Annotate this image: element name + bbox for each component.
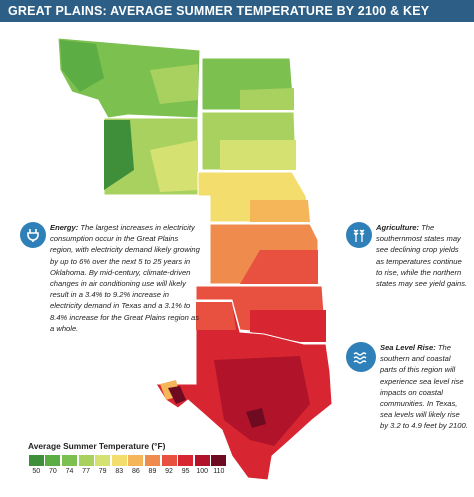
legend-label: 89 <box>148 468 157 475</box>
legend-item: 50 <box>28 455 45 475</box>
legend-title: Average Summer Temperature (°F) <box>28 441 166 451</box>
legend-item: 92 <box>161 455 178 475</box>
legend-swatch <box>28 455 44 466</box>
agriculture-callout-icon <box>346 222 372 248</box>
legend: 50 70 74 77 79 83 86 89 92 95 100 110 <box>28 455 227 475</box>
sea-level-callout-icon <box>346 342 376 372</box>
sea-level-callout-head: Sea Level Rise: <box>380 343 436 352</box>
texas-extreme-zone-2 <box>246 408 266 428</box>
legend-item: 83 <box>111 455 128 475</box>
oklahoma-hot-zone <box>250 310 326 342</box>
legend-label: 95 <box>181 468 190 475</box>
legend-swatch <box>211 455 227 466</box>
legend-label: 77 <box>82 468 90 475</box>
texas-hottest-zone <box>214 356 310 446</box>
texas-panhandle-zone <box>196 302 236 330</box>
legend-swatch <box>128 455 144 466</box>
legend-item: 100 <box>194 455 211 475</box>
legend-swatch <box>144 455 160 466</box>
legend-label: 86 <box>131 468 140 475</box>
legend-swatch <box>178 455 194 466</box>
legend-item: 74 <box>61 455 78 475</box>
montana-warm-zone <box>150 64 198 104</box>
legend-item: 70 <box>45 455 62 475</box>
legend-item: 86 <box>128 455 145 475</box>
legend-swatch <box>194 455 210 466</box>
legend-swatch <box>45 455 61 466</box>
legend-swatch <box>95 455 111 466</box>
north-dakota-mid-zone <box>240 88 294 110</box>
great-plains-map <box>57 37 333 481</box>
legend-item: 89 <box>144 455 161 475</box>
sea-level-callout: Sea Level Rise: The southern and coastal… <box>380 342 468 432</box>
montana-cooler-zone <box>60 40 104 92</box>
legend-item: 110 <box>211 455 228 475</box>
plug-icon <box>27 229 39 242</box>
page-title: GREAT PLAINS: AVERAGE SUMMER TEMPERATURE… <box>0 0 474 40</box>
energy-callout-head: Energy: <box>50 223 79 232</box>
energy-callout: Energy: The largest increases in electri… <box>50 222 200 334</box>
agriculture-callout-head: Agriculture: <box>376 223 420 232</box>
kansas-hot-zone <box>240 250 318 284</box>
crops-icon <box>353 229 365 242</box>
energy-callout-icon <box>20 222 46 248</box>
nebraska-hot-zone <box>250 200 310 222</box>
legend-item: 95 <box>177 455 194 475</box>
legend-item: 79 <box>94 455 111 475</box>
legend-label: 92 <box>165 468 173 475</box>
wyoming-mid-zone <box>150 140 198 192</box>
legend-label: 70 <box>48 468 57 475</box>
legend-swatch <box>111 455 127 466</box>
wyoming-cool-zone <box>104 120 134 190</box>
legend-label: 83 <box>115 468 124 475</box>
sea-level-callout-body: The southern and coastal parts of this r… <box>380 343 468 431</box>
waves-icon <box>353 352 367 364</box>
south-dakota-warm-zone <box>220 140 296 170</box>
texas-extreme-zone <box>168 386 186 404</box>
legend-swatch <box>61 455 77 466</box>
legend-label: 110 <box>213 468 225 475</box>
legend-item: 77 <box>78 455 95 475</box>
agriculture-callout: Agriculture: The southernmost states may… <box>376 222 468 289</box>
legend-label: 79 <box>98 468 107 475</box>
legend-label: 50 <box>32 468 41 475</box>
agriculture-callout-body: The southernmost states may see declinin… <box>376 223 468 289</box>
legend-swatch <box>161 455 177 466</box>
legend-label: 100 <box>196 468 209 475</box>
energy-callout-body: The largest increases in electricity con… <box>50 223 200 333</box>
legend-swatch <box>78 455 94 466</box>
legend-label: 74 <box>65 468 74 475</box>
